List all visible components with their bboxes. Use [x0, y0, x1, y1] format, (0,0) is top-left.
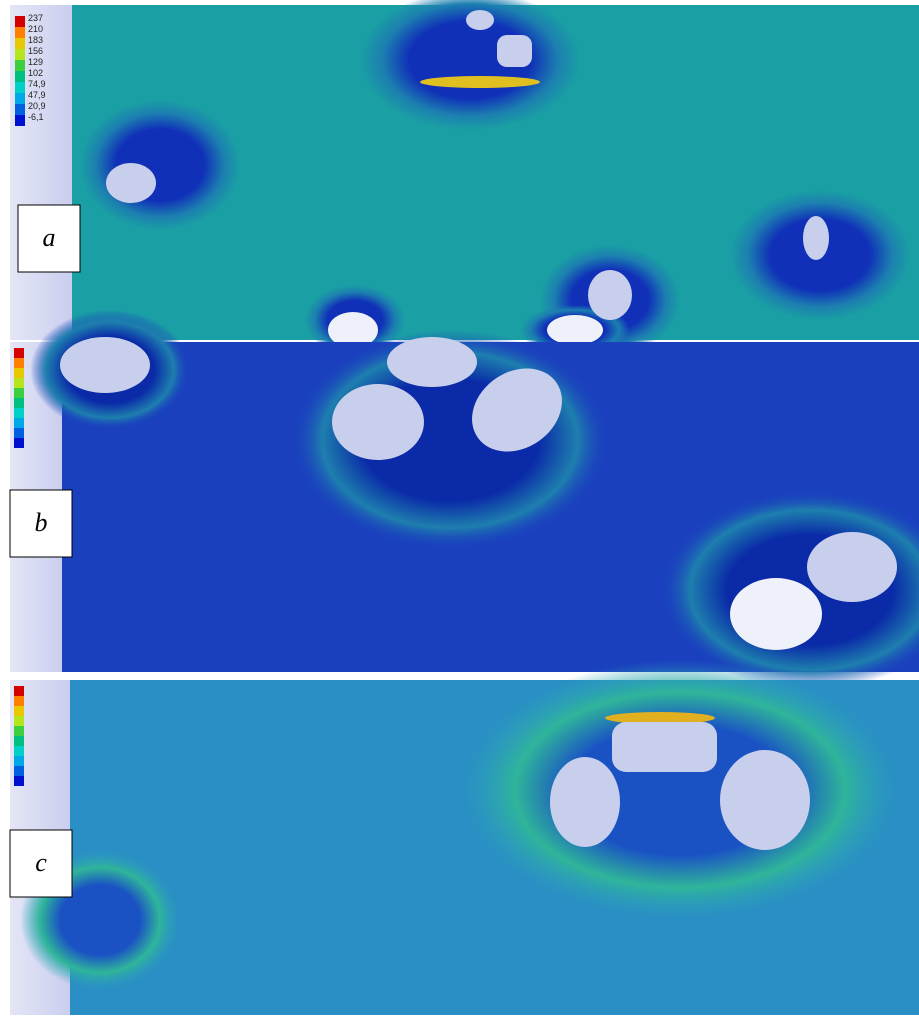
- panel-b: b: [10, 310, 919, 690]
- legend-label: 183: [28, 35, 43, 45]
- legend-swatch: [15, 93, 25, 104]
- legend-label: -6,1: [28, 112, 44, 122]
- figure: 23721018315612910274,947,920,9-6,1 a b: [0, 0, 919, 1021]
- panel-c: c: [10, 660, 919, 1015]
- legend-swatch: [15, 82, 25, 93]
- legend-label: 20,9: [28, 101, 46, 111]
- panel-label: a: [43, 223, 56, 252]
- legend-swatch: [15, 27, 25, 38]
- legend-label: 237: [28, 13, 43, 23]
- page: {"panels": [ {"label": "a", "legend": ["…: [0, 0, 919, 1021]
- legend-swatch: [15, 38, 25, 49]
- legend-label: 210: [28, 24, 43, 34]
- legend-swatch: [15, 60, 25, 71]
- legend-label: 47,9: [28, 90, 46, 100]
- legend-label: 74,9: [28, 79, 46, 89]
- legend-swatch: [15, 49, 25, 60]
- panel-label: b: [35, 508, 48, 537]
- legend-swatch: [15, 115, 25, 126]
- legend-swatch: [15, 71, 25, 82]
- legend-label: 156: [28, 46, 43, 56]
- legend-swatch: [15, 104, 25, 115]
- legend-swatch: [15, 16, 25, 27]
- legend-label: 129: [28, 57, 43, 67]
- panel-label: c: [35, 848, 47, 877]
- legend-label: 102: [28, 68, 43, 78]
